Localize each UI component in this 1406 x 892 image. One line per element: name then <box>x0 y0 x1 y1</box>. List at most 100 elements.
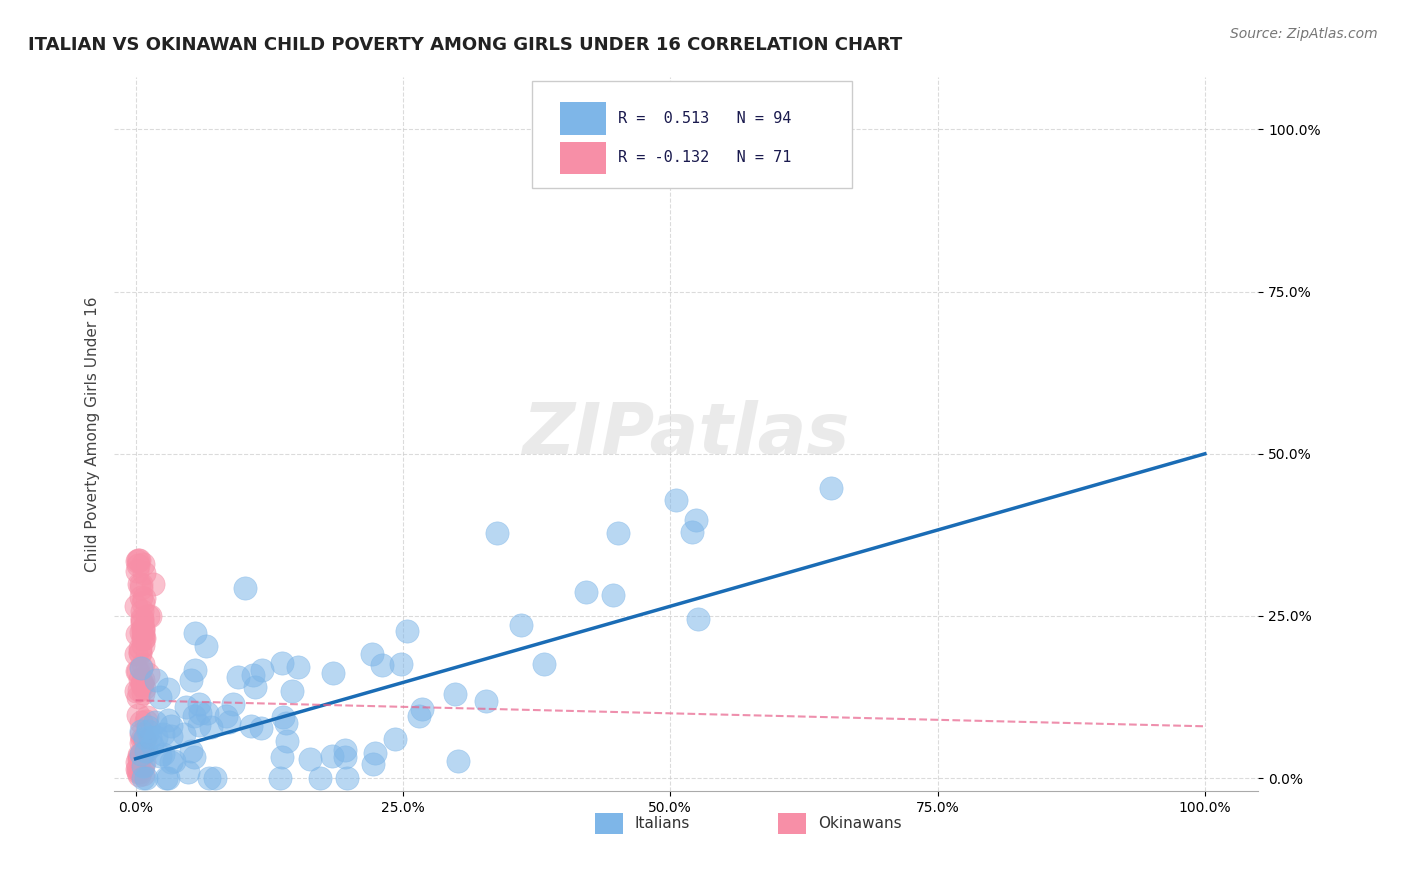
Point <box>322 666 344 681</box>
Point <box>127 761 149 775</box>
Point <box>132 758 155 772</box>
Bar <box>561 103 606 135</box>
Point <box>184 625 207 640</box>
Point <box>136 720 159 734</box>
Point <box>136 609 159 624</box>
Text: Okinawans: Okinawans <box>818 816 901 830</box>
Point <box>131 611 153 625</box>
Point <box>195 706 218 721</box>
Point <box>361 647 384 661</box>
Point <box>395 624 418 639</box>
Point <box>132 673 155 687</box>
Point <box>187 718 209 732</box>
Text: R =  0.513   N = 94: R = 0.513 N = 94 <box>617 111 792 126</box>
Point <box>336 771 359 785</box>
Point <box>685 513 707 527</box>
Point <box>131 629 153 643</box>
Point <box>132 745 155 759</box>
Point <box>125 627 148 641</box>
Point <box>665 493 688 508</box>
Bar <box>778 813 807 834</box>
Point <box>128 753 150 767</box>
Point <box>188 706 211 720</box>
Point <box>129 640 152 655</box>
Point <box>187 697 209 711</box>
Point <box>411 702 433 716</box>
Point <box>681 524 703 539</box>
Point <box>276 733 298 747</box>
Point <box>128 768 150 782</box>
Point <box>509 618 531 632</box>
Point <box>131 616 153 631</box>
Point <box>389 657 412 672</box>
Point <box>125 683 148 698</box>
Bar <box>561 142 606 174</box>
Point <box>135 771 157 785</box>
Point <box>139 730 162 744</box>
Point <box>128 683 150 698</box>
Point <box>321 749 343 764</box>
Point <box>128 748 150 763</box>
Point <box>145 730 167 744</box>
Point <box>132 771 155 785</box>
Point <box>252 663 274 677</box>
Point <box>242 667 264 681</box>
Point <box>820 481 842 495</box>
Point <box>149 690 172 704</box>
Point <box>127 765 149 780</box>
Point <box>128 553 150 567</box>
Point <box>270 750 292 764</box>
Point <box>132 767 155 781</box>
Point <box>138 609 160 624</box>
Point <box>269 771 291 785</box>
Point <box>159 756 181 770</box>
Point <box>131 749 153 764</box>
Point <box>364 746 387 760</box>
Point <box>240 719 263 733</box>
Point <box>129 727 152 741</box>
Point <box>129 723 152 738</box>
Point <box>131 686 153 700</box>
Point <box>132 591 155 605</box>
Point <box>204 771 226 785</box>
Point <box>271 656 294 670</box>
Bar <box>595 813 623 834</box>
Point <box>271 710 294 724</box>
Point <box>135 744 157 758</box>
Point <box>131 676 153 690</box>
Point <box>298 752 321 766</box>
Point <box>134 681 156 695</box>
Point <box>250 721 273 735</box>
Point <box>157 771 180 785</box>
Text: Source: ZipAtlas.com: Source: ZipAtlas.com <box>1230 27 1378 41</box>
Text: ITALIAN VS OKINAWAN CHILD POVERTY AMONG GIRLS UNDER 16 CORRELATION CHART: ITALIAN VS OKINAWAN CHILD POVERTY AMONG … <box>28 36 903 54</box>
Point <box>141 738 163 752</box>
Point <box>129 747 152 762</box>
Point <box>134 632 156 646</box>
Point <box>136 723 159 738</box>
Point <box>135 714 157 729</box>
Point <box>136 709 159 723</box>
Point <box>134 566 156 580</box>
Point <box>333 750 356 764</box>
Point <box>131 761 153 775</box>
Point <box>155 771 177 785</box>
Point <box>125 762 148 776</box>
Point <box>125 648 148 662</box>
Point <box>335 743 357 757</box>
Point <box>408 709 430 723</box>
Point <box>176 700 198 714</box>
Point <box>127 690 149 705</box>
Point <box>152 727 174 741</box>
Point <box>145 673 167 687</box>
Point <box>128 576 150 591</box>
Point <box>233 581 256 595</box>
Point <box>218 714 240 729</box>
Point <box>157 713 180 727</box>
Point <box>131 604 153 618</box>
Point <box>131 678 153 692</box>
Point <box>129 765 152 780</box>
Text: Italians: Italians <box>634 816 690 830</box>
Point <box>142 576 165 591</box>
Point <box>138 667 160 681</box>
